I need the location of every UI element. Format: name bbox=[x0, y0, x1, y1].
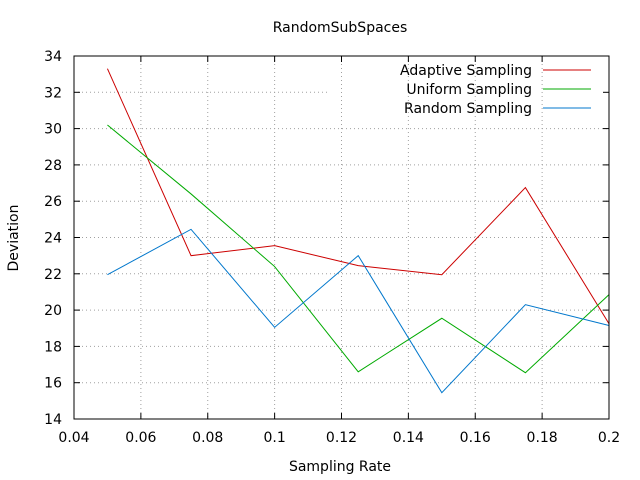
y-tick-label: 22 bbox=[44, 267, 62, 283]
x-tick-label: 0.14 bbox=[393, 430, 424, 446]
y-tick-label: 18 bbox=[44, 339, 62, 355]
legend-label: Uniform Sampling bbox=[406, 82, 532, 98]
y-tick-label: 32 bbox=[44, 85, 62, 101]
y-tick-label: 28 bbox=[44, 158, 62, 174]
legend: Adaptive Sampling Uniform Sampling Random … bbox=[400, 63, 591, 117]
x-tick-label: 0.04 bbox=[58, 430, 89, 446]
plot-frame bbox=[73, 55, 610, 420]
chart-title: RandomSubSpaces bbox=[273, 20, 408, 36]
y-tick-label: 20 bbox=[44, 303, 62, 319]
grid bbox=[74, 56, 609, 419]
x-tick-label: 0.2 bbox=[598, 430, 620, 446]
x-tick-label: 0.08 bbox=[192, 430, 223, 446]
y-tick-label: 30 bbox=[44, 122, 62, 138]
y-axis-label: Deviation bbox=[6, 205, 22, 272]
y-tick-label: 16 bbox=[44, 376, 62, 392]
x-tick-label: 0.06 bbox=[125, 430, 156, 446]
series-line bbox=[107, 228, 610, 394]
legend-label: Adaptive Sampling bbox=[400, 63, 532, 79]
x-axis-label: Sampling Rate bbox=[289, 459, 391, 475]
y-tick-label: 34 bbox=[44, 49, 62, 65]
x-tick-label: 0.16 bbox=[460, 430, 491, 446]
series-line bbox=[106, 68, 610, 324]
x-tick-label: 0.1 bbox=[263, 430, 285, 446]
y-tick-label: 24 bbox=[44, 231, 62, 247]
y-tick-label: 26 bbox=[44, 194, 62, 210]
axis-ticks: 0.04 0.06 0.08 0.1 0.12 0.14 0.16 0.18 0.2 14 16 18… bbox=[44, 49, 620, 446]
series-lines bbox=[106, 68, 610, 394]
y-tick-label: 14 bbox=[44, 412, 62, 428]
x-tick-label: 0.18 bbox=[527, 430, 558, 446]
legend-label: Random Sampling bbox=[404, 101, 532, 117]
x-tick-label: 0.12 bbox=[326, 430, 357, 446]
series-line bbox=[107, 124, 610, 374]
